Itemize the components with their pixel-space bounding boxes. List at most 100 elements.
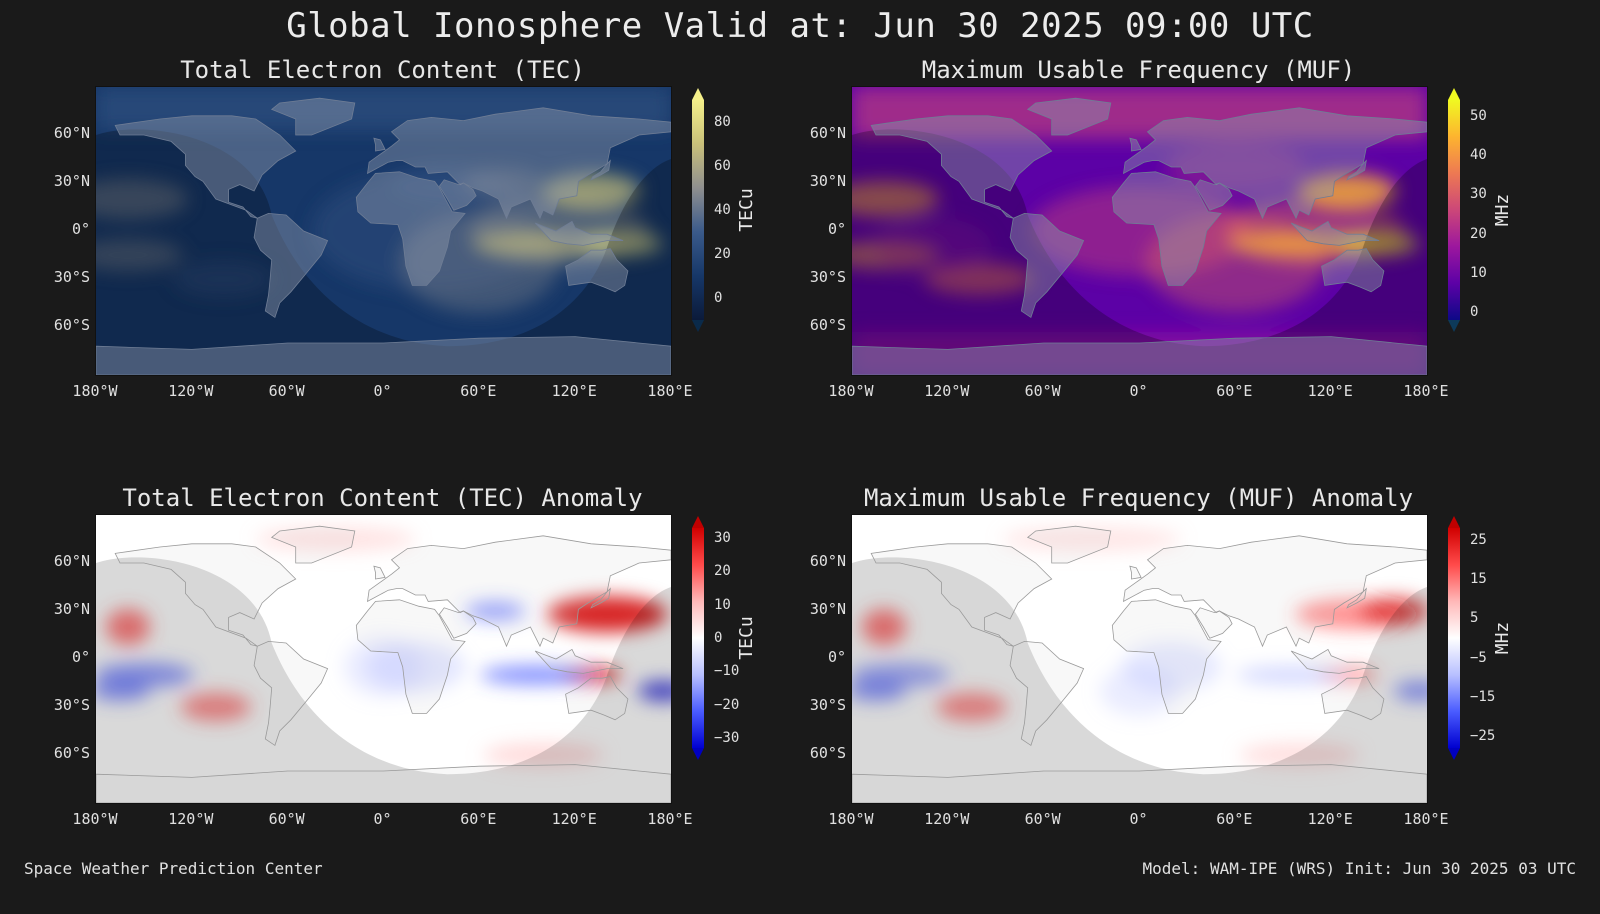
lon-tick-label: 0° [1129, 382, 1148, 400]
continent-europe-asia [366, 535, 671, 648]
map-canvas [96, 87, 671, 375]
lon-tick-label: 60°W [268, 810, 305, 828]
continent-uk [1129, 565, 1142, 580]
lat-tick-label: 0° [71, 220, 90, 238]
continent-arabia [1194, 607, 1233, 639]
map-tec [95, 86, 672, 376]
night-shading [96, 557, 671, 803]
continent-japan [1346, 587, 1367, 609]
continent-uk [373, 565, 386, 580]
lon-tick-label: 180°W [828, 382, 874, 400]
lat-tick-label: 60°N [53, 124, 90, 142]
night-shading [852, 129, 1427, 375]
colorbar-tick-label: 50 [1470, 107, 1487, 124]
continent-europe-asia [366, 107, 671, 220]
panel-title-muf: Maximum Usable Frequency (MUF) [921, 56, 1356, 84]
map-tec-anomaly [95, 514, 672, 804]
colorbar-tick-label: 25 [1470, 531, 1487, 548]
footer-credit: Space Weather Prediction Center [24, 859, 323, 878]
continent-africa [355, 599, 466, 714]
lon-tick-label: 60°E [460, 382, 497, 400]
colorbar-extend-min [692, 748, 704, 760]
continent-north-america [870, 115, 1053, 219]
lon-tick-label: 120°E [1307, 382, 1353, 400]
colorbar-tick-label: 0 [1470, 304, 1479, 321]
lon-tick-label: 120°E [551, 810, 597, 828]
colorbar-tick-label: 10 [714, 596, 731, 613]
colorbar-tick-label: 10 [1470, 264, 1487, 281]
continent-australia [1321, 676, 1385, 721]
continent-indonesia [1290, 648, 1380, 674]
colorbar-unit-label: TECu [736, 188, 757, 232]
continent-greenland [270, 525, 356, 564]
lat-tick-label: 30°S [53, 696, 90, 714]
colorbar-tick-label: 30 [714, 530, 731, 546]
continent-greenland [1026, 525, 1112, 564]
continent-north-america [114, 543, 297, 647]
continent-south-america [253, 212, 329, 319]
page-title: Global Ionosphere Valid at: Jun 30 2025 … [286, 6, 1314, 46]
lon-tick-label: 120°W [924, 382, 970, 400]
panel-tec-anomaly: Total Electron Content (TEC) Anomaly 60°… [0, 484, 770, 914]
colorbar [692, 528, 704, 748]
continent-arabia [438, 607, 477, 639]
lon-tick-label: 180°E [1403, 382, 1449, 400]
continent-africa [1111, 171, 1222, 286]
colorbar-unit-label: TECu [736, 616, 757, 660]
colorbar-tick-label: 5 [1470, 610, 1479, 627]
continent-japan [1346, 159, 1367, 181]
continent-uk [373, 137, 386, 152]
continent-south-america [1009, 212, 1085, 319]
lat-tick-label: 30°N [53, 172, 90, 190]
colorbar-tick-label: 40 [714, 202, 731, 218]
lat-tick-label: 60°N [809, 552, 846, 570]
lon-tick-label: 120°W [924, 810, 970, 828]
colorbar-extend-max [1448, 88, 1460, 100]
colorbar-unit-label: MHz [1492, 193, 1513, 227]
colorbar-tick-label: −10 [714, 663, 740, 680]
lat-tick-label: 0° [827, 648, 846, 666]
colorbar-tick-label: −20 [714, 696, 740, 713]
lon-tick-label: 180°W [828, 810, 874, 828]
colorbar-tick-label: 20 [1470, 225, 1487, 242]
lat-tick-label: 30°S [809, 696, 846, 714]
lon-tick-label: 0° [373, 810, 392, 828]
lat-tick-label: 30°N [809, 600, 846, 618]
colorbar-tick-label: −25 [1470, 728, 1496, 745]
night-shading [96, 129, 671, 375]
map-canvas [852, 515, 1427, 803]
continent-indonesia [534, 220, 624, 246]
map-muf [851, 86, 1428, 376]
lat-tick-label: 60°S [809, 316, 846, 334]
lon-tick-label: 120°W [168, 810, 214, 828]
colorbar-tick-label: 20 [714, 563, 731, 580]
colorbar [1448, 528, 1460, 748]
colorbar-tick-label: 20 [714, 246, 731, 262]
lon-tick-label: 180°E [1403, 810, 1449, 828]
continent-australia [565, 248, 629, 293]
lon-tick-label: 180°E [647, 382, 693, 400]
map-muf-anomaly [851, 514, 1428, 804]
colorbar-tick-label: 0 [714, 630, 723, 646]
colorbar-extend-min [692, 320, 704, 332]
colorbar-extend-max [1448, 516, 1460, 528]
continent-uk [1129, 137, 1142, 152]
colorbar-tick-label: 40 [1470, 147, 1487, 163]
colorbar-tick-label: −30 [714, 730, 740, 746]
colorbar-extend-max [692, 516, 704, 528]
continent-north-america [114, 115, 297, 219]
colorbar-tick-label: 0 [714, 290, 723, 306]
continent-japan [590, 159, 611, 181]
continent-australia [565, 676, 629, 721]
lat-tick-label: 0° [71, 648, 90, 666]
continent-indonesia [1290, 220, 1380, 246]
continent-greenland [270, 97, 356, 136]
lat-tick-label: 30°S [53, 268, 90, 286]
lon-tick-label: 60°E [1216, 810, 1253, 828]
continent-europe-asia [1122, 535, 1427, 648]
panel-muf-anomaly: Maximum Usable Frequency (MUF) Anomaly 6… [756, 484, 1526, 914]
lat-tick-label: 60°N [809, 124, 846, 142]
lat-tick-label: 0° [827, 220, 846, 238]
lon-tick-label: 60°E [1216, 382, 1253, 400]
continent-south-america [1009, 640, 1085, 747]
